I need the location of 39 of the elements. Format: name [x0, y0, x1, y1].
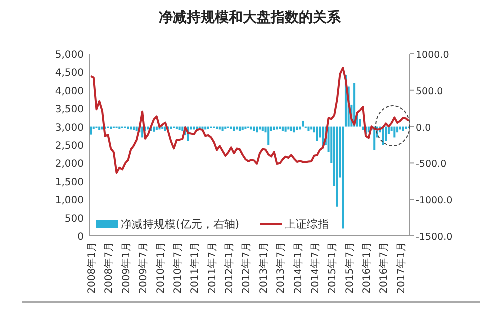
- x-tick-label: 2014年7月: [309, 242, 322, 294]
- y2-tick-label: 1000.0: [416, 50, 450, 61]
- y-tick-label: 3,000: [55, 122, 84, 134]
- y-tick-label: 500: [64, 214, 84, 225]
- legend-label: 净减持规模(亿元，右轴): [121, 218, 240, 231]
- y-tick-label: 4,000: [55, 86, 84, 98]
- x-tick-label: 2015年7月: [344, 242, 356, 294]
- x-tick-label: 2012年1月: [224, 242, 236, 294]
- y-tick-label: 5,000: [55, 50, 84, 61]
- y-tick-label: 2,000: [55, 159, 84, 170]
- y-tick-label: 3,500: [55, 104, 84, 116]
- x-tick-label: 2010年1月: [154, 242, 167, 294]
- y2-tick-label: -500.0: [416, 159, 447, 170]
- y-tick-label: 1,000: [55, 196, 84, 207]
- x-tick-label: 2014年1月: [292, 242, 304, 294]
- x-tick-label: 2013年1月: [258, 242, 270, 294]
- x-tick-label: 2009年1月: [120, 242, 132, 294]
- x-tick-label: 2009年7月: [138, 242, 150, 294]
- x-tick-label: 2011年7月: [206, 242, 218, 294]
- y-tick-label: 2,500: [55, 141, 84, 152]
- x-tick-label: 2013年7月: [275, 242, 288, 294]
- x-tick-label: 2017年1月: [395, 242, 408, 294]
- x-tick-label: 2016年1月: [361, 242, 374, 294]
- x-tick-label: 2008年1月: [86, 242, 98, 294]
- x-tick-label: 2008年7月: [103, 242, 116, 294]
- legend-label: 上证综指: [285, 218, 329, 231]
- y-tick-label: 0: [78, 232, 84, 243]
- y-tick-label: 1,500: [55, 177, 84, 188]
- y2-tick-label: -1000.0: [416, 196, 453, 207]
- y2-tick-label: 0.0: [416, 122, 432, 134]
- y2-tick-label: -1500.0: [416, 232, 453, 243]
- x-tick-label: 2012年7月: [240, 242, 253, 294]
- x-tick-label: 2010年7月: [172, 242, 184, 294]
- x-tick-label: 2011年1月: [189, 242, 202, 294]
- chart-title: 净减持规模和大盘指数的关系: [159, 9, 342, 26]
- x-tick-label: 2016年7月: [378, 242, 390, 294]
- x-tick-label: 2015年1月: [326, 242, 339, 294]
- y2-tick-label: 500.0: [416, 86, 444, 98]
- y-tick-label: 4,500: [55, 68, 84, 80]
